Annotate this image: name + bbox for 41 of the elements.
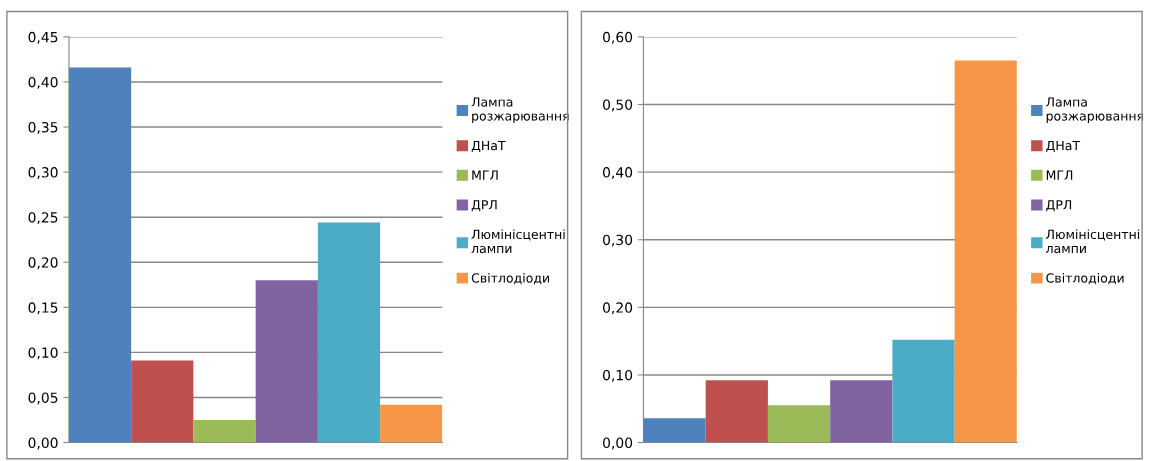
y-tick-label: 0,00 xyxy=(603,437,633,450)
y-tick-label: 0,45 xyxy=(28,31,58,44)
y-tick-label: 0,40 xyxy=(603,167,633,179)
y-tick-label: 0,20 xyxy=(28,257,58,270)
y-tick-label: 0,10 xyxy=(28,347,58,360)
y-tick-label: 0,35 xyxy=(28,122,58,134)
legend-label: МГЛ xyxy=(472,170,498,180)
bar xyxy=(131,360,194,443)
bar xyxy=(954,60,1017,443)
bar xyxy=(830,380,893,443)
y-tick-label: 0,60 xyxy=(603,31,633,44)
bar xyxy=(705,380,768,443)
y-tick-label: 0,25 xyxy=(28,212,58,225)
legend-label: Лампа розжарювання xyxy=(1046,97,1144,124)
legend-label: Світлодіоди xyxy=(1046,272,1124,285)
legend-label: Лампа розжарювання xyxy=(471,97,569,124)
bar xyxy=(767,405,831,443)
legend-label: ДНаТ xyxy=(471,140,506,153)
bar xyxy=(193,420,256,443)
y-tick-label: 0,10 xyxy=(603,369,633,382)
legend-label: ДРЛ xyxy=(471,200,497,212)
legend-label: Люмінісцентні лампи xyxy=(471,229,565,254)
legend-label: Люмінісцентні лампи xyxy=(1046,229,1140,254)
bar xyxy=(892,339,955,443)
bar xyxy=(255,280,318,443)
y-tick-label: 0,30 xyxy=(28,167,58,179)
bar xyxy=(380,404,443,443)
y-tick-label: 0,05 xyxy=(28,392,58,405)
bar xyxy=(317,222,381,443)
legend-label: ДРЛ xyxy=(1046,200,1072,212)
y-tick-label: 0,30 xyxy=(603,234,633,247)
legend-label: Світлодіоди xyxy=(471,272,549,285)
bar xyxy=(68,67,132,443)
y-tick-label: 0,15 xyxy=(28,302,58,315)
y-tick-label: 0,00 xyxy=(28,437,58,450)
legend-label: ДНаТ xyxy=(1046,140,1081,153)
bar xyxy=(643,418,706,443)
legend-label: МГЛ xyxy=(1046,170,1073,180)
y-tick-label: 0,50 xyxy=(603,99,633,112)
y-tick-label: 0,20 xyxy=(603,302,633,315)
y-tick-label: 0,40 xyxy=(28,76,58,89)
